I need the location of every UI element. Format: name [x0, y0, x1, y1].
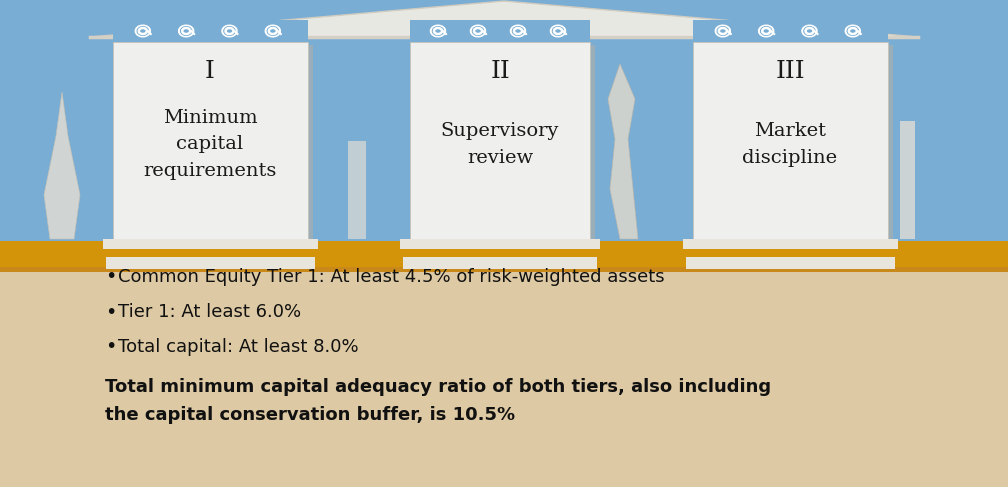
FancyBboxPatch shape	[900, 121, 915, 239]
Polygon shape	[133, 131, 157, 239]
FancyBboxPatch shape	[113, 20, 307, 42]
Text: the capital conservation buffer, is 10.5%: the capital conservation buffer, is 10.5…	[105, 406, 515, 424]
FancyBboxPatch shape	[410, 20, 590, 42]
FancyBboxPatch shape	[685, 257, 894, 269]
Text: •: •	[105, 337, 116, 356]
FancyBboxPatch shape	[0, 0, 1008, 270]
Polygon shape	[608, 64, 638, 239]
Polygon shape	[90, 1, 918, 37]
FancyBboxPatch shape	[106, 257, 314, 269]
FancyBboxPatch shape	[400, 239, 600, 249]
Text: •: •	[105, 302, 116, 321]
Text: Common Equity Tier 1: At least 4.5% of risk-weighted assets: Common Equity Tier 1: At least 4.5% of r…	[118, 268, 664, 286]
FancyBboxPatch shape	[403, 257, 597, 269]
FancyBboxPatch shape	[415, 45, 595, 242]
FancyBboxPatch shape	[692, 42, 887, 239]
Text: Total minimum capital adequacy ratio of both tiers, also including: Total minimum capital adequacy ratio of …	[105, 378, 771, 396]
FancyBboxPatch shape	[103, 239, 318, 249]
Text: Total capital: At least 8.0%: Total capital: At least 8.0%	[118, 338, 359, 356]
Text: Market
discipline: Market discipline	[743, 122, 838, 167]
Text: Tier 1: At least 6.0%: Tier 1: At least 6.0%	[118, 303, 301, 321]
Polygon shape	[44, 92, 80, 239]
FancyBboxPatch shape	[113, 42, 307, 239]
FancyBboxPatch shape	[692, 20, 887, 42]
FancyBboxPatch shape	[410, 42, 590, 239]
Text: Minimum
capital
requirements: Minimum capital requirements	[143, 109, 276, 180]
Text: I: I	[205, 60, 215, 83]
FancyBboxPatch shape	[698, 45, 892, 242]
FancyBboxPatch shape	[0, 267, 1008, 272]
FancyBboxPatch shape	[682, 239, 897, 249]
Text: Supervisory
review: Supervisory review	[440, 122, 559, 167]
Text: •: •	[105, 267, 116, 286]
FancyBboxPatch shape	[348, 141, 366, 239]
FancyBboxPatch shape	[118, 45, 312, 242]
FancyBboxPatch shape	[0, 241, 1008, 269]
Text: II: II	[490, 60, 510, 83]
Text: III: III	[775, 60, 804, 83]
